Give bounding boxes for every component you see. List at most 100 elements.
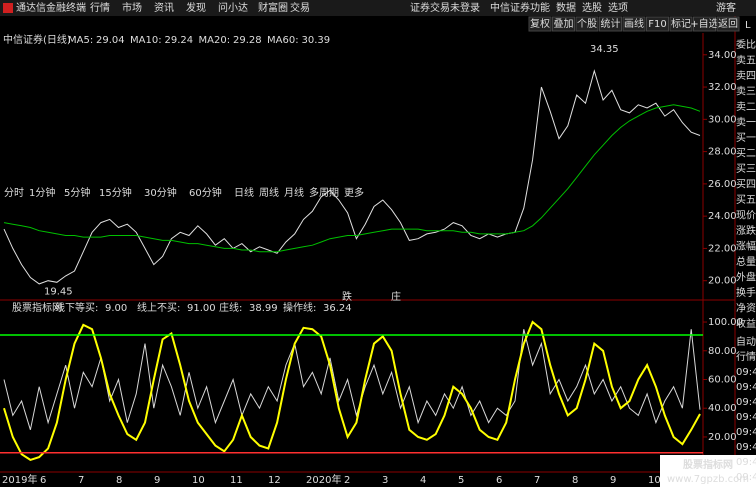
login-notice[interactable]: 证券交易未登录 [410, 1, 480, 14]
tool-label[interactable]: F10 [648, 19, 666, 30]
tool-label[interactable]: 标记 [671, 18, 691, 30]
quote-label: 买五 [736, 194, 756, 206]
tool-button[interactable] [669, 16, 693, 32]
quote-label: 总量 [736, 255, 756, 268]
y-tick-label: 60.00 [708, 374, 737, 385]
login-notice[interactable]: 中信证券 [490, 1, 530, 14]
quote-label: 卖五 [736, 55, 756, 67]
date-label: 2020年 [306, 473, 341, 486]
date-label: 10 [192, 475, 205, 486]
tool-button[interactable] [646, 16, 669, 32]
signal-mark: 庄 [391, 290, 401, 303]
date-label: 10 [648, 475, 661, 486]
y-tick-label: 26.00 [708, 179, 737, 190]
y-tick-label: 80.00 [708, 346, 737, 357]
period-tab[interactable]: 周线 [259, 186, 279, 199]
period-tab[interactable]: 5分钟 [64, 186, 90, 199]
period-tab[interactable]: 60分钟 [189, 186, 222, 199]
period-tab[interactable]: 日线 [234, 186, 254, 199]
app-icon [3, 3, 13, 13]
menu-item[interactable]: 财富圈 [258, 1, 288, 14]
side-flag: L [745, 20, 751, 31]
period-tab[interactable]: 15分钟 [99, 186, 132, 199]
period-tab[interactable]: 更多 [344, 186, 364, 199]
ma-value: 29.24 [165, 35, 194, 46]
period-tab[interactable]: 月线 [284, 186, 304, 199]
legend-value: 38.99 [249, 303, 278, 314]
menu-item[interactable]: 交易 [290, 1, 310, 14]
date-label: 9 [610, 475, 616, 486]
quote-label: 委比 [736, 38, 756, 51]
tool-button[interactable] [552, 16, 575, 32]
tool-button[interactable] [716, 16, 740, 32]
y-tick-label: 30.00 [708, 114, 737, 125]
quote-label: 净资 [736, 302, 756, 315]
menu-item[interactable]: 资讯 [154, 2, 174, 14]
legend-name: 庄线: [219, 301, 242, 314]
date-label: 8 [572, 475, 578, 486]
tape-label: 09:47 [736, 457, 756, 468]
ma-name: MA10: [130, 35, 162, 46]
menu-item[interactable]: 问小达 [218, 1, 248, 14]
date-label: 4 [420, 475, 426, 486]
quote-label: 收益 [736, 317, 756, 330]
legend-name: 线上不买: [137, 301, 180, 314]
ma-name: MA5: [68, 35, 93, 46]
legend-name: 操作线: [283, 301, 316, 314]
menu-item[interactable]: 行情 [90, 1, 110, 14]
quote-label: 买一 [736, 132, 756, 144]
tool-button[interactable] [693, 16, 716, 32]
tape-label: 09:47 [736, 472, 756, 483]
tool-button[interactable] [599, 16, 622, 32]
date-label: 3 [382, 475, 388, 486]
menu-item[interactable]: 市场 [122, 1, 142, 14]
tool-label[interactable]: 返回 [718, 18, 738, 30]
tool-label[interactable]: +自选 [690, 17, 718, 30]
legend-value: 9.00 [105, 303, 127, 314]
period-tab[interactable]: 30分钟 [144, 186, 177, 199]
period-tab[interactable]: 多周期 [309, 186, 339, 199]
indicator-title: 股票指标网 [12, 301, 62, 314]
quote-label: 卖二 [736, 101, 756, 113]
menu-right[interactable]: 功能 [530, 1, 550, 14]
legend-value: 36.24 [323, 303, 352, 314]
tool-label[interactable]: 复权 [530, 17, 550, 30]
quote-label: 涨跌 [736, 224, 756, 237]
menu-right[interactable]: 数据 [556, 1, 576, 14]
y-tick-label: 32.00 [708, 82, 737, 93]
watermark-url: www.7gpzb.com [667, 474, 749, 485]
period-tab[interactable]: 1分钟 [29, 186, 55, 199]
date-label: 7 [534, 475, 540, 486]
chart-title: 中信证券(日线) [3, 33, 71, 46]
tape-label: 09:47 [736, 382, 756, 393]
period-tab[interactable]: 分时 [4, 187, 24, 199]
app-name: 通达信金融终端 [16, 1, 86, 14]
y-tick-label: 100.00 [708, 317, 743, 328]
y-tick-label: 34.00 [708, 50, 737, 61]
legend-name: 线下等买: [55, 301, 98, 314]
tool-button[interactable] [528, 16, 552, 32]
y-tick-label: 22.00 [708, 243, 737, 254]
series-line [3, 320, 701, 461]
quote-label: 卖一 [736, 117, 756, 129]
date-label: 2 [344, 475, 350, 486]
ma-value: 30.39 [302, 35, 331, 46]
tool-label[interactable]: 统计 [601, 17, 621, 30]
date-label: 9 [154, 475, 160, 486]
menu-item[interactable]: 发现 [186, 1, 206, 14]
date-label: 7 [78, 475, 84, 486]
date-label: 2019年 [2, 473, 37, 486]
date-label: 11 [230, 475, 243, 486]
tool-button[interactable] [575, 16, 599, 32]
menu-right[interactable]: 选股 [582, 1, 602, 14]
tool-label[interactable]: 个股 [577, 18, 597, 30]
watermark-name: 股票指标网 [683, 458, 733, 471]
tool-label[interactable]: 画线 [624, 17, 644, 30]
tool-label[interactable]: 叠加 [554, 18, 574, 30]
tool-button[interactable] [622, 16, 646, 32]
y-tick-label: 20.00 [708, 432, 737, 443]
menu-right[interactable]: 选项 [608, 1, 628, 14]
series-line [3, 329, 701, 430]
tape-label: 09:47 [736, 412, 756, 423]
